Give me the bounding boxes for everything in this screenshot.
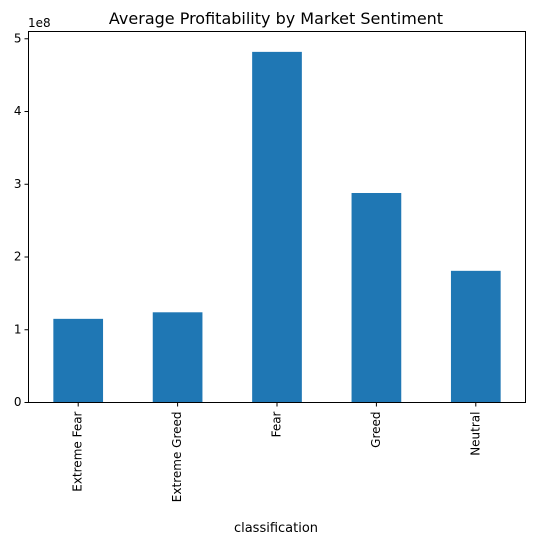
x-tick-label: Greed [369, 412, 383, 448]
y-tick-label: 2 [14, 250, 22, 264]
bar [53, 318, 104, 403]
x-tick-label: Extreme Fear [71, 411, 85, 491]
y-tick-label: 0 [14, 395, 22, 409]
x-tick-label: Neutral [468, 412, 482, 456]
bar [252, 51, 302, 403]
y-axis-scale-label: 1e8 [28, 16, 51, 30]
y-axis: 0 1 2 3 4 5 [14, 31, 29, 409]
x-tick-label: Fear [270, 411, 284, 437]
bar [450, 270, 501, 403]
bars-group [53, 51, 501, 403]
bar [351, 192, 402, 403]
y-tick-label: 1 [14, 322, 22, 336]
plot-frame [28, 31, 526, 403]
y-tick-label: 5 [14, 31, 22, 45]
y-tick-label: 3 [14, 177, 22, 191]
x-tick-label: Extreme Greed [170, 412, 184, 503]
chart-title: Average Profitability by Market Sentimen… [109, 9, 443, 28]
y-tick-label: 4 [14, 104, 22, 118]
bar [152, 312, 203, 403]
x-axis-label: classification [234, 521, 318, 536]
x-axis: Extreme Fear Extreme Greed Fear Greed Neutra… [71, 402, 482, 503]
